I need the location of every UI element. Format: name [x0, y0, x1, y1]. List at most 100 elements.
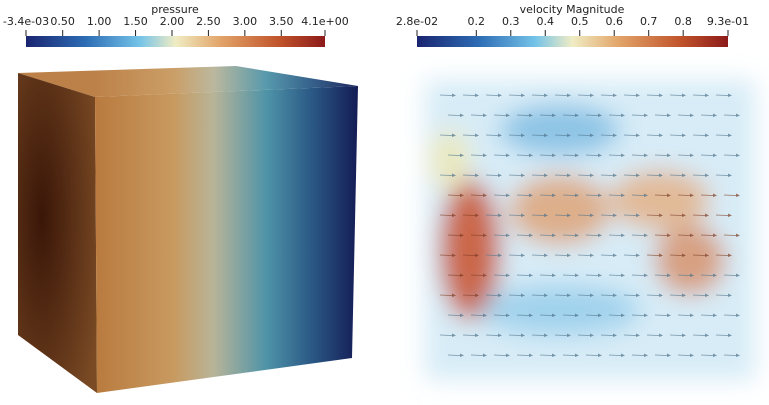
- glyph-head: [613, 133, 617, 137]
- glyph: [508, 294, 522, 296]
- glyph: [439, 94, 453, 96]
- glyph: [715, 294, 729, 296]
- glyph-head: [728, 253, 732, 257]
- glyph-head: [644, 353, 648, 357]
- glyph: [677, 114, 691, 116]
- glyph-head: [636, 93, 640, 97]
- glyph: [631, 154, 645, 156]
- glyph-head: [736, 313, 740, 317]
- glyph-head: [506, 193, 510, 197]
- glyph-head: [521, 253, 525, 257]
- glyph: [600, 334, 614, 336]
- glyph: [462, 174, 476, 176]
- glyph: [654, 274, 668, 276]
- glyph-head: [544, 333, 548, 337]
- glyph-head: [682, 333, 686, 337]
- glyph-head: [529, 353, 533, 357]
- glyph: [493, 314, 507, 316]
- glyph: [577, 254, 591, 256]
- glyph: [669, 174, 683, 176]
- glyph-head: [544, 293, 548, 297]
- glyph-head: [667, 193, 671, 197]
- glyph-head: [521, 333, 525, 337]
- glyph: [554, 134, 568, 136]
- glyph-head: [498, 253, 502, 257]
- glyph: [577, 334, 591, 336]
- glyph: [608, 314, 622, 316]
- glyph: [577, 214, 591, 216]
- glyph-head: [659, 293, 663, 297]
- tick-label: 4.1e+00: [301, 15, 348, 28]
- glyph-head: [498, 213, 502, 217]
- tick-label: 3.00: [233, 15, 258, 28]
- glyph-head: [506, 233, 510, 237]
- glyph-head: [575, 153, 579, 157]
- colorbar-title: pressure: [151, 3, 199, 16]
- glyph-head: [705, 333, 709, 337]
- glyph-head: [590, 333, 594, 337]
- glyph: [654, 354, 668, 356]
- glyph-head: [728, 333, 732, 337]
- glyph-head: [667, 233, 671, 237]
- glyph: [585, 234, 599, 236]
- glyph-head: [529, 313, 533, 317]
- glyph: [669, 334, 683, 336]
- glyph-head: [736, 353, 740, 357]
- glyph: [692, 174, 706, 176]
- glyph-head: [690, 273, 694, 277]
- glyph-head: [475, 253, 479, 257]
- glyph-head: [659, 213, 663, 217]
- glyph: [470, 114, 484, 116]
- glyph-head: [621, 113, 625, 117]
- glyph-head: [498, 333, 502, 337]
- glyph: [646, 214, 660, 216]
- tick-label: 1.00: [87, 15, 112, 28]
- glyph-head: [552, 153, 556, 157]
- glyph-head: [644, 113, 648, 117]
- glyph: [608, 234, 622, 236]
- glyph-head: [659, 133, 663, 137]
- glyph-head: [644, 153, 648, 157]
- glyph: [623, 334, 637, 336]
- glyph: [516, 194, 530, 196]
- glyph: [470, 354, 484, 356]
- glyph-head: [621, 353, 625, 357]
- glyph-head: [705, 213, 709, 217]
- glyph: [485, 214, 499, 216]
- pressure-cube: [18, 66, 358, 393]
- glyph: [539, 114, 553, 116]
- glyph-head: [575, 313, 579, 317]
- glyph-head: [598, 113, 602, 117]
- tick-label: 0.5: [571, 15, 589, 28]
- tick-label: 2.8e-02: [396, 15, 438, 28]
- glyph: [700, 314, 714, 316]
- glyph: [539, 194, 553, 196]
- glyph: [508, 254, 522, 256]
- glyph-head: [460, 113, 464, 117]
- glyph-head: [644, 233, 648, 237]
- glyph: [608, 354, 622, 356]
- glyph: [623, 254, 637, 256]
- glyph-head: [682, 173, 686, 177]
- glyph: [447, 114, 461, 116]
- glyph-head: [567, 173, 571, 177]
- glyph-head: [705, 253, 709, 257]
- glyph: [669, 294, 683, 296]
- glyph: [516, 234, 530, 236]
- glyph: [723, 194, 737, 196]
- glyph-head: [736, 153, 740, 157]
- glyph: [631, 314, 645, 316]
- glyph: [669, 94, 683, 96]
- glyph-head: [613, 93, 617, 97]
- glyph-head: [483, 273, 487, 277]
- glyph: [669, 254, 683, 256]
- glyph: [562, 354, 576, 356]
- glyph-head: [483, 313, 487, 317]
- tick-label: 0.8: [674, 15, 692, 28]
- tick-label: 0.6: [605, 15, 623, 28]
- glyph: [462, 134, 476, 136]
- glyph-head: [690, 153, 694, 157]
- glyph: [470, 154, 484, 156]
- glyph: [677, 274, 691, 276]
- glyph: [700, 354, 714, 356]
